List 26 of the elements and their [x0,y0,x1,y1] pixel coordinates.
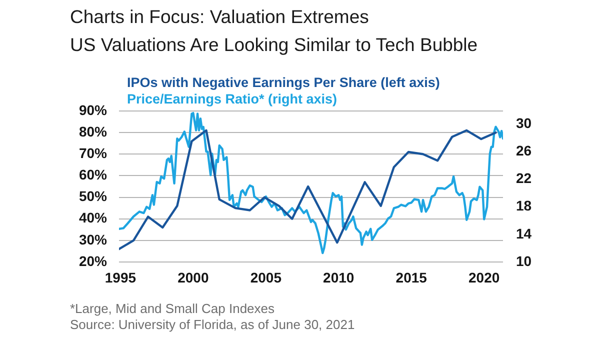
y-tick-label: 40% [78,210,108,226]
chart-subtitle: US Valuations Are Looking Similar to Tech Bubble [70,33,478,58]
y-tick-label: 50% [78,188,108,204]
x-tick-label: 2005 [250,269,282,286]
x-tick-label: 2010 [323,269,354,286]
y-tick-label: 90% [78,102,108,118]
y2-tick-label: 22 [516,170,532,186]
y2-tick-label: 26 [516,142,532,159]
source-note: Source: University of Florida, as of June 30, 2021 [70,317,355,333]
x-tick-label: 2015 [396,269,428,286]
chart-title: Charts in Focus: Valuation Extremes [70,5,370,29]
y2-tick-label: 10 [516,252,532,269]
y-tick-label: 20% [78,252,108,269]
y-tick-label: 70% [78,145,108,161]
x-tick-label: 1995 [104,269,136,286]
y2-tick-label: 14 [516,225,532,242]
x-tick-label: 2000 [178,269,209,286]
x-tick-label: 2020 [468,269,500,286]
y2-tick-label: 30 [516,114,532,131]
y2-tick-label: 18 [516,198,532,214]
y-tick-label: 80% [78,123,108,140]
text: *Large, Mid and Small Cap Indexes [70,301,276,317]
text: IPOs with Negative Earnings Per Share (left axis) [127,75,440,90]
y-tick-label: 30% [78,231,108,248]
y-tick-label: 60% [78,166,108,183]
text: Price/Earnings Ratio* (right axis) [127,92,338,107]
